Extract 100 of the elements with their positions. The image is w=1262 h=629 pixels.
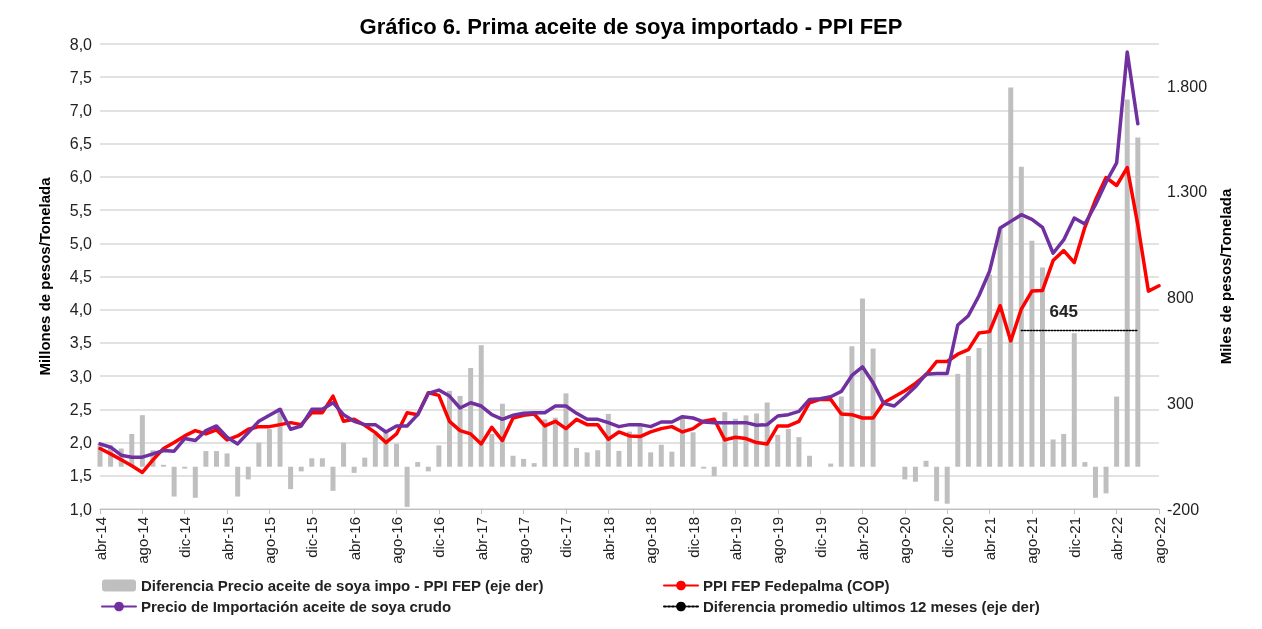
bar bbox=[828, 463, 834, 467]
x-tick-label: dic-17 bbox=[557, 517, 575, 558]
bar bbox=[213, 451, 219, 467]
bar bbox=[245, 466, 251, 480]
y-tick-label: 7,0 bbox=[69, 101, 93, 119]
bar bbox=[1103, 466, 1109, 494]
bar bbox=[934, 466, 940, 502]
bar bbox=[415, 462, 421, 467]
bar bbox=[1124, 99, 1130, 467]
bar bbox=[711, 466, 717, 477]
y-tick-label: 3,0 bbox=[69, 367, 93, 385]
y2-tick-label: -200 bbox=[1167, 500, 1200, 518]
bar bbox=[531, 463, 537, 467]
bar bbox=[372, 433, 378, 467]
bar bbox=[637, 425, 643, 467]
x-tick-label: abr-22 bbox=[1108, 517, 1126, 561]
y2-axis-title: Miles de pesos/Tonelada bbox=[1216, 188, 1234, 365]
legend-label: Diferencia Precio aceite de soya impo - PPI FEP (eje der) bbox=[141, 577, 544, 594]
bar bbox=[849, 346, 855, 467]
x-tick-label: abr-18 bbox=[599, 517, 617, 561]
y-tick-label: 5,5 bbox=[69, 201, 93, 219]
bar bbox=[341, 442, 347, 467]
x-tick-label: abr-14 bbox=[91, 517, 109, 561]
bar bbox=[171, 466, 177, 497]
bar bbox=[521, 458, 527, 467]
bar bbox=[1008, 87, 1014, 467]
x-tick-label: dic-16 bbox=[430, 517, 448, 558]
bar bbox=[224, 453, 230, 467]
bar bbox=[1082, 462, 1088, 467]
y-tick-label: 1,5 bbox=[69, 467, 93, 485]
legend-label: Diferencia promedio ultimos 12 meses (eje der) bbox=[703, 598, 1040, 615]
y2-tick-label: 1.800 bbox=[1167, 77, 1208, 95]
y-tick-label: 5,0 bbox=[69, 234, 93, 252]
bar bbox=[309, 458, 315, 467]
chart-title: Gráfico 6. Prima aceite de soya importado - PPI FEP bbox=[359, 13, 903, 39]
bar bbox=[955, 373, 961, 467]
bar bbox=[542, 419, 548, 467]
bar bbox=[616, 450, 622, 467]
x-tick-label: ago-20 bbox=[896, 517, 914, 564]
bar bbox=[796, 437, 802, 467]
x-tick-label: abr-19 bbox=[726, 517, 744, 561]
bar bbox=[266, 429, 272, 467]
bar bbox=[648, 452, 654, 467]
bar bbox=[997, 228, 1003, 467]
x-tick-label: ago-22 bbox=[1150, 517, 1168, 564]
bar bbox=[1114, 396, 1120, 467]
bar bbox=[192, 466, 198, 498]
y-tick-label: 6,5 bbox=[69, 135, 93, 153]
x-tick-label: ago-21 bbox=[1023, 517, 1041, 564]
x-tick-label: ago-18 bbox=[642, 517, 660, 564]
bar bbox=[658, 444, 664, 467]
bar bbox=[288, 466, 294, 490]
bar bbox=[859, 298, 865, 467]
bar bbox=[1050, 439, 1056, 467]
bar bbox=[478, 345, 484, 467]
x-tick-label: dic-15 bbox=[303, 517, 321, 558]
bar bbox=[965, 355, 971, 467]
bar bbox=[235, 466, 241, 497]
bar bbox=[987, 274, 993, 467]
bar bbox=[1029, 240, 1035, 467]
bar bbox=[944, 466, 950, 504]
bar bbox=[404, 466, 410, 507]
bar bbox=[775, 434, 781, 467]
x-tick-label: abr-17 bbox=[472, 517, 490, 561]
x-tick-label: ago-17 bbox=[515, 517, 533, 564]
y2-tick-label: 300 bbox=[1167, 394, 1194, 412]
bar bbox=[256, 442, 262, 467]
bar bbox=[690, 432, 696, 467]
bar bbox=[923, 460, 929, 467]
x-tick-label: abr-15 bbox=[218, 517, 236, 561]
y-tick-label: 2,0 bbox=[69, 434, 93, 452]
bar bbox=[1135, 137, 1141, 467]
x-tick-label: dic-14 bbox=[176, 517, 194, 558]
bar bbox=[785, 429, 791, 467]
x-tick-label: abr-21 bbox=[981, 517, 999, 561]
bar bbox=[351, 466, 357, 473]
bar bbox=[139, 415, 145, 467]
y-tick-label: 6,0 bbox=[69, 168, 93, 186]
bar bbox=[489, 433, 495, 467]
bar bbox=[1061, 433, 1067, 467]
bar bbox=[468, 368, 474, 467]
y-axis-title: Millones de pesos/Tonelada bbox=[36, 176, 53, 376]
bar bbox=[319, 458, 325, 467]
y-tick-label: 3,5 bbox=[69, 334, 93, 352]
x-tick-label: ago-16 bbox=[388, 517, 406, 564]
bar bbox=[574, 447, 580, 467]
bar bbox=[976, 347, 982, 467]
y2-tick-label: 1.300 bbox=[1167, 183, 1208, 201]
bar bbox=[902, 466, 908, 480]
x-tick-label: dic-20 bbox=[938, 517, 956, 558]
y2-tick-label: 800 bbox=[1167, 289, 1194, 307]
bar bbox=[330, 466, 336, 491]
bar bbox=[203, 451, 209, 467]
x-tick-label: ago-15 bbox=[260, 517, 278, 564]
y-tick-label: 8,0 bbox=[69, 35, 93, 53]
bar bbox=[1071, 333, 1077, 467]
y-tick-label: 2,5 bbox=[69, 400, 93, 418]
x-tick-label: abr-20 bbox=[853, 517, 871, 561]
bar bbox=[669, 451, 675, 467]
bar bbox=[595, 450, 601, 467]
